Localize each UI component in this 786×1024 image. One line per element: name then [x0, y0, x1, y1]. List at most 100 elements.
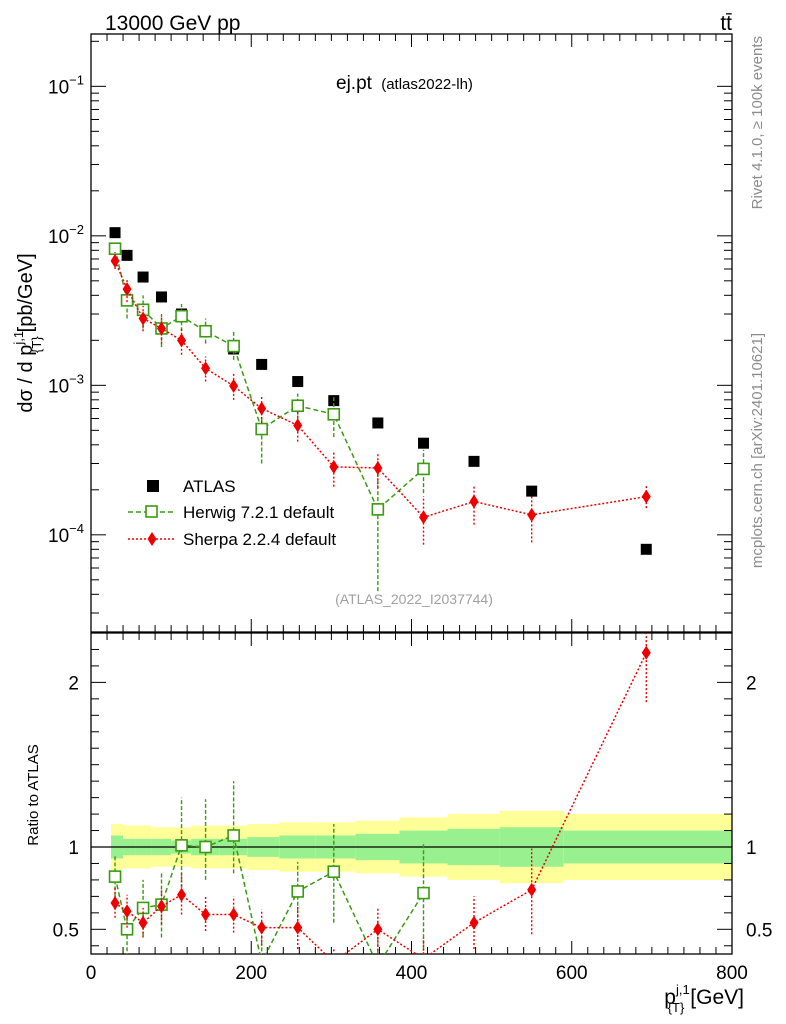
x-tick-label-2: 400 [396, 963, 428, 984]
ratio-uncertainty-bands [91, 810, 732, 884]
herwig-point-ratio-10 [372, 960, 383, 971]
herwig-point-ratio-9 [327, 865, 341, 878]
ratio-y-tick-label-right-2: 2 [746, 673, 757, 694]
main-y-tick-label-2: 10−2 [48, 222, 84, 248]
ratio-y-axis-label: Ratio to ATLAS [25, 744, 42, 845]
herwig-point-ratio-11 [417, 886, 430, 900]
atlas-point-main-10 [372, 417, 384, 429]
main-y-tick-exponent-2: −2 [69, 222, 84, 237]
atlas-point-main-0 [109, 227, 121, 239]
x-label-sup: j,1 [675, 982, 690, 997]
main-y-tick-exponent-0: −4 [69, 521, 84, 536]
sherpa-line-ratio [114, 652, 647, 954]
reference-label: (ATLAS_2022_I2037744) [335, 591, 493, 607]
x-tick-label-0: 0 [86, 963, 97, 984]
herwig-point-main-6 [227, 339, 240, 353]
ratio-y-tick-label-left-2: 2 [68, 673, 79, 694]
ratio-y-tick-label-left-0: 0.5 [53, 920, 79, 941]
herwig-point-main-5 [199, 324, 212, 338]
herwig-point-ratio-8 [291, 885, 305, 898]
sherpa-point-ratio-13 [527, 882, 537, 897]
ratio-panel-frame [90, 632, 733, 955]
sherpa-point-main-5 [201, 361, 211, 376]
x-label-unit: [GeV] [690, 986, 744, 1009]
ratio-y-tick-label-right-0: 0.5 [746, 920, 772, 941]
legend-atlas-label: ATLAS [183, 477, 236, 496]
herwig-point-main-11 [417, 462, 430, 476]
sherpa-point-ratio-8 [293, 920, 303, 935]
main-y-label-sup: j,1 [11, 331, 26, 346]
atlas-point-main-11 [418, 437, 430, 449]
ratio-y-tick-label-left-1: 1 [68, 838, 79, 859]
plot-title-sub: (atlas2022-lh) [381, 76, 473, 93]
atlas-point-main-7 [256, 358, 268, 370]
header-right: tt̄ [720, 12, 732, 35]
sherpa-point-main-11 [419, 510, 429, 525]
x-tick-label-4: 800 [716, 963, 748, 984]
atlas-point-main-3 [156, 291, 168, 303]
sherpa-point-main-14 [641, 489, 651, 504]
main-y-label-unit: [pb/GeV] [15, 253, 37, 332]
sherpa-point-ratio-11 [422, 951, 425, 954]
herwig-point-main-8 [291, 399, 305, 413]
main-y-tick-mantissa-1: 10 [48, 376, 69, 397]
sherpa-point-ratio-14 [641, 645, 651, 660]
header-left: 13000 GeV pp [105, 12, 240, 35]
ratio-panel-data [108, 633, 651, 971]
atlas-point-main-1 [121, 249, 133, 261]
legend-atlas-marker [147, 480, 159, 492]
sherpa-point-ratio-7 [257, 920, 267, 935]
main-y-tick-label-0: 10−4 [48, 521, 84, 547]
sherpa-point-ratio-1 [122, 904, 132, 919]
ratio-y-tick-label-right-1: 1 [746, 838, 757, 859]
mcplots-label: mcplots.cern.ch [arXiv:2401.10621] [749, 333, 766, 568]
herwig-point-main-4 [175, 309, 188, 323]
main-y-tick-exponent-3: −1 [69, 72, 84, 87]
sherpa-point-ratio-5 [201, 907, 211, 922]
herwig-point-ratio-1 [120, 923, 134, 936]
legend-sherpa-marker [147, 532, 157, 546]
sherpa-point-main-1 [122, 282, 132, 297]
sherpa-point-ratio-3 [157, 899, 167, 914]
legend-herwig-label: Herwig 7.2.1 default [183, 503, 334, 522]
herwig-point-ratio-5 [199, 840, 212, 854]
herwig-point-ratio-0 [108, 870, 122, 883]
sherpa-point-main-6 [229, 378, 239, 393]
sherpa-point-main-10 [373, 460, 383, 475]
atlas-point-main-13 [526, 485, 538, 497]
sherpa-point-ratio-9 [329, 955, 338, 969]
legend-herwig-marker [145, 505, 158, 518]
sherpa-point-main-3 [157, 321, 167, 336]
x-tick-label-3: 600 [556, 963, 588, 984]
atlas-point-main-12 [468, 455, 480, 467]
plot-title: ej.pt (atlas2022-lh) [336, 73, 473, 94]
main-y-axis-label: dσ / d pj,1 {T} [pb/GeV] [11, 253, 44, 412]
sherpa-point-ratio-0 [110, 895, 120, 910]
main-y-tick-mantissa-3: 10 [48, 77, 69, 98]
sherpa-point-main-9 [329, 459, 339, 474]
sherpa-point-ratio-4 [177, 887, 187, 902]
sherpa-point-main-0 [110, 253, 120, 268]
sherpa-point-main-8 [293, 418, 303, 433]
herwig-point-main-7 [255, 422, 268, 436]
main-y-tick-label-3: 10−1 [48, 72, 84, 98]
main-y-tick-mantissa-0: 10 [48, 526, 69, 547]
main-y-tick-exponent-1: −3 [69, 371, 84, 386]
x-tick-label-1: 200 [235, 963, 267, 984]
sherpa-point-ratio-10 [373, 922, 383, 937]
legend-sherpa-label: Sherpa 2.2.4 default [183, 530, 336, 549]
herwig-point-ratio-4 [175, 839, 188, 852]
sherpa-point-ratio-6 [229, 907, 239, 922]
main-y-tick-label-1: 10−3 [48, 371, 84, 397]
herwig-point-main-9 [327, 408, 341, 421]
sherpa-point-main-7 [257, 401, 267, 416]
x-axis-label: pj,1 {T} [GeV] [664, 982, 744, 1015]
atlas-point-main-14 [640, 543, 652, 555]
main-y-label-sub: {T} [29, 336, 44, 353]
x-label-sub: {T} [668, 1000, 685, 1015]
sherpa-point-main-12 [469, 494, 479, 509]
main-panel-data [108, 227, 652, 592]
sherpa-point-ratio-12 [469, 915, 479, 930]
